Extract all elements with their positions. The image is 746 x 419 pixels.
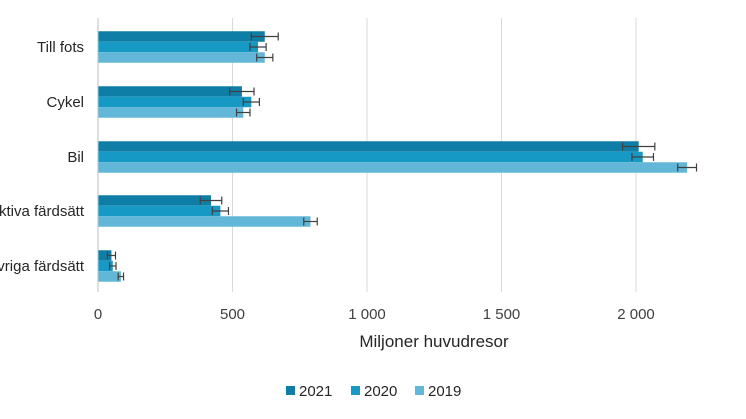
bar — [98, 250, 112, 261]
legend-label: 2019 — [428, 383, 461, 400]
bar — [98, 162, 688, 173]
x-tick-label: 1 000 — [348, 306, 386, 323]
bar — [98, 271, 121, 282]
category-labels: Till fots Cykel Bil Kollektiva färdsätt Övri… — [0, 39, 85, 275]
bar — [98, 107, 244, 118]
error-bar — [256, 53, 274, 62]
x-tick-label: 0 — [94, 306, 102, 323]
legend: 2021 2020 2019 — [286, 383, 461, 400]
x-tick-label: 500 — [220, 306, 245, 323]
bar — [98, 141, 639, 152]
bar — [98, 151, 643, 163]
x-axis-title: Miljoner huvudresor — [359, 332, 509, 351]
category-label: Övriga färdsätt — [0, 257, 85, 275]
bar — [98, 195, 211, 206]
bar — [98, 96, 252, 108]
error-bar — [235, 108, 251, 117]
legend-item: 2019 — [415, 383, 461, 400]
error-bars — [106, 32, 698, 281]
error-bar — [250, 32, 279, 41]
bar — [98, 41, 259, 53]
error-bar — [242, 98, 260, 106]
error-bar — [199, 196, 223, 205]
bar — [98, 86, 242, 97]
error-bar — [249, 43, 267, 51]
category-label: Cykel — [46, 94, 84, 111]
x-tick-labels: 0 500 1 000 1 500 2 000 — [94, 306, 655, 323]
bar — [98, 31, 265, 42]
bar-group — [98, 31, 688, 282]
bar — [98, 216, 311, 227]
legend-label: 2020 — [364, 383, 397, 400]
category-label: Kollektiva färdsätt — [0, 203, 85, 220]
category-label: Till fots — [37, 39, 84, 56]
legend-item: 2020 — [351, 383, 397, 400]
bar — [98, 260, 113, 272]
bar — [98, 205, 221, 217]
error-bar — [677, 163, 698, 172]
legend-swatch — [286, 386, 295, 395]
legend-swatch — [415, 386, 424, 395]
error-bar — [229, 87, 255, 96]
x-tick-label: 1 500 — [483, 306, 521, 323]
x-tick-label: 2 000 — [617, 306, 655, 323]
error-bar — [106, 251, 117, 260]
bar — [98, 52, 265, 63]
legend-label: 2021 — [299, 383, 332, 400]
error-bar — [303, 217, 318, 226]
error-bar — [108, 262, 117, 270]
error-bar — [117, 272, 125, 281]
legend-swatch — [351, 386, 360, 395]
error-bar — [621, 142, 656, 151]
legend-item: 2021 — [286, 383, 332, 400]
error-bar — [631, 153, 655, 161]
error-bar — [211, 207, 230, 215]
category-label: Bil — [67, 149, 84, 166]
